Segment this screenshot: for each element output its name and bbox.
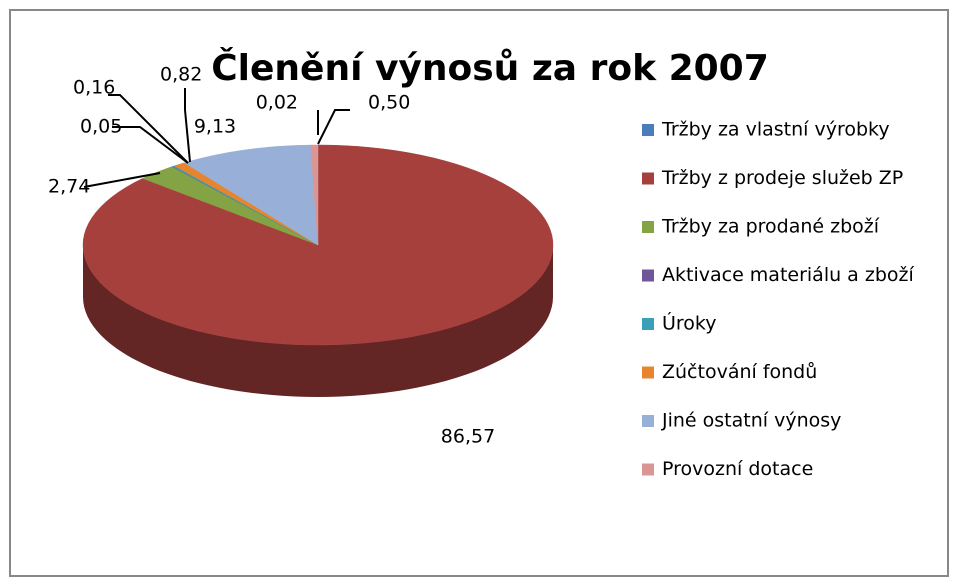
data-label: 0,50 [368, 92, 410, 114]
legend-swatch [642, 464, 654, 476]
legend-label: Tržby za vlastní výrobky [661, 119, 890, 141]
legend-swatch [642, 221, 654, 233]
chart-title: Členění výnosů za rok 2007 [211, 47, 769, 89]
legend-label: Zúčtování fondů [662, 361, 817, 383]
legend-label: Provozní dotace [662, 458, 813, 480]
legend-swatch [642, 270, 654, 282]
data-label: 0,02 [256, 92, 298, 114]
legend-swatch [642, 318, 654, 330]
legend-label: Jiné ostatní výnosy [661, 410, 841, 432]
legend-label: Úroky [662, 311, 717, 335]
legend-label: Tržby z prodeje služeb ZP [661, 167, 903, 189]
legend-label: Aktivace materiálu a zboží [662, 264, 914, 286]
legend-label: Tržby za prodané zboží [661, 216, 880, 238]
legend-swatch [642, 367, 654, 379]
data-label: 9,13 [194, 116, 236, 138]
legend-swatch [642, 124, 654, 136]
data-label: 86,57 [441, 426, 495, 448]
data-label: 0,82 [160, 64, 202, 86]
legend-swatch [642, 173, 654, 185]
legend-swatch [642, 415, 654, 427]
